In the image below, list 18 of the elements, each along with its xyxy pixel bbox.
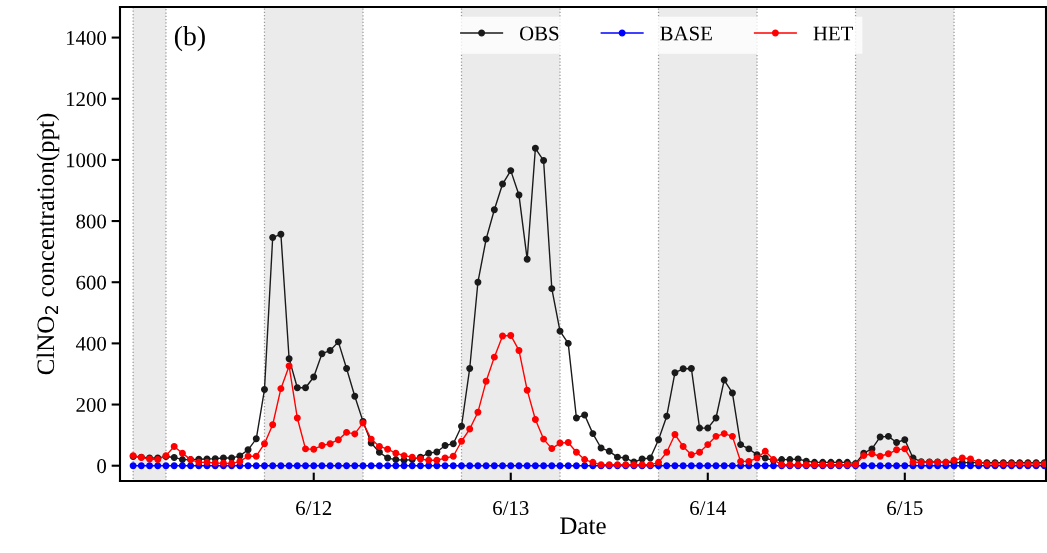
x-tick-label: 6/15	[887, 501, 923, 516]
x-tick-label: 6/12	[296, 501, 332, 516]
y-tick-label: 1000	[66, 153, 107, 168]
y-tick-label: 0	[97, 459, 107, 474]
x-tick-label: 6/14	[690, 501, 726, 516]
x-axis-title: Date	[560, 517, 606, 535]
y-tick-label: 600	[76, 275, 107, 290]
y-axis-title: ClNO$_{2}$ concentration(ppt)	[36, 113, 60, 375]
y-tick-label: 200	[76, 397, 107, 412]
y-tick-label: 800	[76, 214, 107, 229]
x-tick-label: 6/13	[493, 501, 529, 516]
y-tick-label: 400	[75, 336, 107, 351]
legend-label: OBS	[519, 26, 559, 41]
annotation: (b)	[174, 25, 205, 52]
legend-label: BASE	[660, 26, 712, 41]
y-tick-label: 1200	[66, 92, 107, 107]
y-tick-label: 1400	[66, 30, 107, 46]
legend-label: HET	[813, 26, 854, 41]
